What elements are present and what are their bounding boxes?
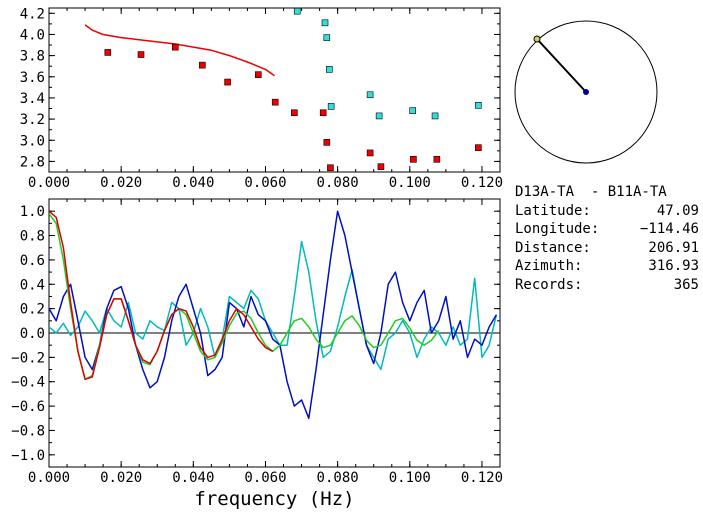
- data-point: [475, 144, 482, 151]
- y-tick-label: −1.0: [11, 448, 45, 464]
- data-point: [326, 66, 333, 73]
- series-line: [49, 210, 274, 381]
- y-tick-label: 4.2: [20, 6, 45, 22]
- station-marker-1: [533, 35, 541, 43]
- x-tick-label: 0.040: [172, 175, 214, 191]
- info-key: Azimuth:: [515, 258, 583, 274]
- x-tick-label: 0.080: [317, 175, 359, 191]
- y-tick-label: −0.4: [11, 375, 45, 391]
- series-line: [49, 213, 440, 381]
- info-value: 206.91: [648, 239, 699, 256]
- data-point: [366, 149, 374, 157]
- plot-area: [84, 8, 482, 172]
- data-point: [433, 156, 441, 163]
- y-tick-label: 2.8: [20, 154, 45, 170]
- x-tick-label: 0.000: [28, 470, 70, 486]
- y-tick-label: 3.6: [20, 70, 45, 86]
- data-point: [323, 139, 331, 146]
- y-tick-label: 0.4: [20, 277, 45, 293]
- data-point: [327, 164, 334, 172]
- x-tick-label: 0.020: [100, 470, 142, 486]
- data-point: [321, 19, 329, 27]
- data-point: [224, 78, 231, 86]
- data-point: [199, 61, 206, 69]
- x-tick-label: 0.060: [244, 470, 286, 486]
- y-tick-label: 3.8: [20, 49, 45, 65]
- info-value: 365: [673, 276, 699, 293]
- data-point: [377, 163, 385, 171]
- data-point: [327, 103, 335, 110]
- data-point: [410, 156, 417, 163]
- series-line: [84, 24, 275, 77]
- y-tick-label: 0.6: [20, 253, 45, 269]
- x-tick-label: 0.080: [317, 470, 359, 486]
- y-tick-label: −0.8: [11, 423, 45, 439]
- info-key: Longitude:: [515, 221, 600, 237]
- info-key: Distance:: [515, 239, 591, 256]
- info-row-latitude: Latitude: 47.09: [515, 202, 699, 221]
- x-tick-label: 0.120: [461, 175, 503, 191]
- x-tick-label: 0.100: [389, 175, 431, 191]
- data-point: [475, 102, 482, 109]
- info-panel: D13A-TA - B11A-TA Latitude: 47.09 Longitu…: [515, 183, 699, 294]
- data-point: [291, 109, 298, 117]
- series-line: [49, 240, 498, 371]
- data-point: [254, 71, 262, 78]
- data-point: [271, 98, 279, 106]
- x-tick-label: 0.120: [461, 470, 503, 486]
- x-tick-label: 0.060: [244, 175, 286, 191]
- data-point: [366, 91, 374, 99]
- data-point: [171, 43, 179, 51]
- y-tick-label: 3.4: [20, 91, 45, 107]
- x-axis-label: frequency (Hz): [194, 488, 354, 510]
- y-tick-label: 0.2: [20, 302, 45, 318]
- data-point: [104, 49, 112, 56]
- data-point: [293, 8, 301, 15]
- dispersion-panel: 0.000 0.020 0.040 0.060 0.080 0.100 0.120 4.2 4.…: [20, 6, 503, 191]
- info-row-distance: Distance: 206.91: [515, 239, 699, 258]
- info-value: 316.93: [648, 258, 699, 274]
- x-tick-label: 0.040: [172, 470, 214, 486]
- y-tick-label: −0.6: [11, 399, 45, 415]
- correlation-panel: 0.000 0.020 0.040 0.060 0.080 0.100 0.120 1.0 0.…: [11, 198, 503, 510]
- data-point: [137, 51, 145, 58]
- data-point: [323, 34, 331, 41]
- y-tick-label: 3.2: [20, 112, 45, 128]
- y-tick-label: 1.0: [20, 204, 45, 220]
- data-point: [319, 109, 327, 117]
- data-point: [409, 107, 416, 114]
- info-key: Latitude:: [515, 202, 591, 219]
- info-row-records: Records: 365: [515, 276, 699, 295]
- data-point: [375, 112, 383, 120]
- info-value: 47.09: [656, 202, 699, 219]
- x-tick-label: 0.020: [100, 175, 142, 191]
- x-tick-label: 0.000: [28, 175, 70, 191]
- azimuth-circle: [514, 20, 658, 164]
- y-tick-label: 4.0: [20, 27, 45, 43]
- info-row-azimuth: Azimuth: 316.93: [515, 257, 699, 276]
- info-row-longitude: Longitude: −114.46: [515, 220, 699, 239]
- station-marker-2: [583, 89, 589, 95]
- data-point: [431, 112, 439, 120]
- azimuth-map: [514, 20, 658, 164]
- y-tick-label: 0.0: [20, 326, 45, 342]
- x-tick-label: 0.100: [389, 470, 431, 486]
- station-pair: D13A-TA - B11A-TA: [515, 184, 667, 200]
- y-tick-label: 3.0: [20, 133, 45, 149]
- info-key: Records:: [515, 276, 583, 293]
- y-tick-label: 0.8: [20, 229, 45, 245]
- azimuth-line: [536, 38, 587, 93]
- series-line: [49, 210, 498, 420]
- y-tick-label: −0.2: [11, 350, 45, 366]
- info-value: −114.46: [639, 221, 699, 237]
- plot-area: [49, 210, 498, 420]
- plot-frame: [48, 7, 501, 173]
